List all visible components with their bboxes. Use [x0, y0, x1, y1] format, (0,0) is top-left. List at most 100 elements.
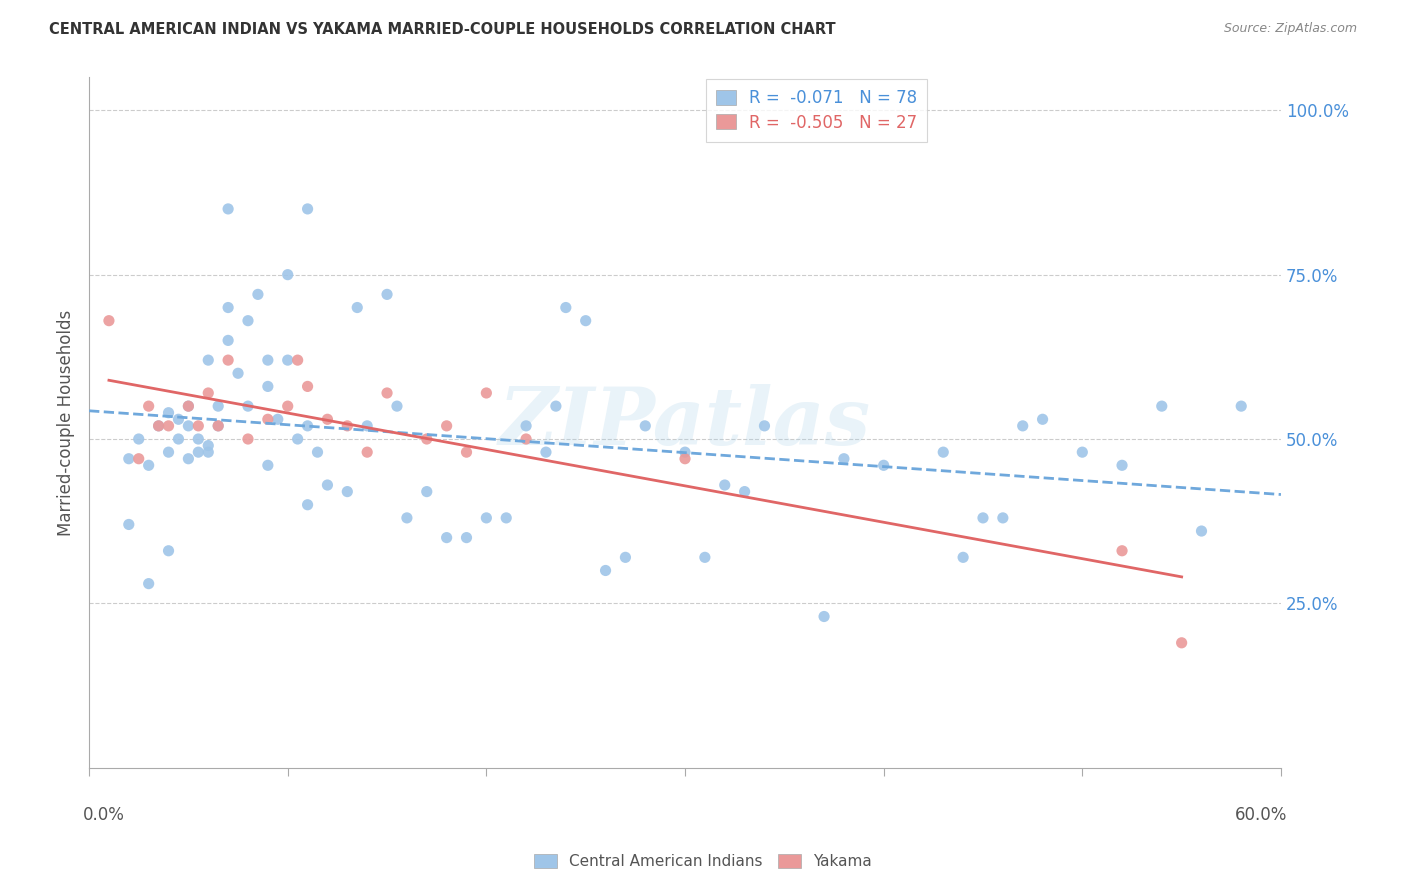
Text: 0.0%: 0.0%: [83, 805, 125, 823]
Point: [475, 386, 498, 401]
Point: [157, 445, 180, 459]
Point: [187, 418, 209, 433]
Point: [1170, 636, 1192, 650]
Point: [375, 287, 398, 301]
Y-axis label: Married-couple Households: Married-couple Households: [58, 310, 75, 536]
Point: [316, 412, 339, 426]
Point: [246, 287, 269, 301]
Point: [167, 432, 190, 446]
Point: [297, 379, 319, 393]
Point: [97, 314, 120, 328]
Point: [456, 531, 478, 545]
Point: [257, 412, 280, 426]
Point: [287, 432, 309, 446]
Point: [336, 418, 359, 433]
Text: ZIPatlas: ZIPatlas: [499, 384, 872, 461]
Point: [177, 451, 200, 466]
Point: [157, 543, 180, 558]
Point: [138, 399, 160, 413]
Point: [177, 399, 200, 413]
Point: [356, 418, 378, 433]
Point: [693, 550, 716, 565]
Point: [475, 511, 498, 525]
Point: [456, 445, 478, 459]
Point: [346, 301, 368, 315]
Point: [832, 451, 855, 466]
Point: [673, 451, 696, 466]
Point: [991, 511, 1014, 525]
Point: [187, 432, 209, 446]
Point: [226, 366, 249, 380]
Point: [713, 478, 735, 492]
Point: [207, 418, 229, 433]
Point: [436, 418, 458, 433]
Point: [257, 379, 280, 393]
Point: [1150, 399, 1173, 413]
Point: [952, 550, 974, 565]
Point: [277, 399, 299, 413]
Point: [257, 353, 280, 368]
Point: [257, 458, 280, 473]
Point: [544, 399, 567, 413]
Point: [1071, 445, 1094, 459]
Point: [375, 386, 398, 401]
Point: [277, 268, 299, 282]
Point: [515, 418, 537, 433]
Point: [217, 353, 239, 368]
Point: [734, 484, 756, 499]
Point: [187, 445, 209, 459]
Point: [267, 412, 290, 426]
Point: [277, 353, 299, 368]
Point: [236, 432, 259, 446]
Point: [177, 418, 200, 433]
Point: [167, 412, 190, 426]
Point: [197, 353, 219, 368]
Point: [297, 418, 319, 433]
Point: [1011, 418, 1033, 433]
Point: [515, 432, 537, 446]
Point: [932, 445, 955, 459]
Point: [416, 432, 439, 446]
Point: [157, 418, 180, 433]
Point: [297, 202, 319, 216]
Point: [385, 399, 408, 413]
Point: [197, 386, 219, 401]
Point: [128, 432, 150, 446]
Point: [872, 458, 894, 473]
Point: [297, 498, 319, 512]
Point: [118, 451, 141, 466]
Text: Source: ZipAtlas.com: Source: ZipAtlas.com: [1223, 22, 1357, 36]
Point: [217, 301, 239, 315]
Point: [495, 511, 517, 525]
Point: [1191, 524, 1213, 538]
Point: [207, 399, 229, 413]
Point: [1032, 412, 1054, 426]
Point: [307, 445, 329, 459]
Point: [673, 445, 696, 459]
Point: [634, 418, 657, 433]
Point: [1111, 543, 1133, 558]
Point: [1230, 399, 1253, 413]
Text: CENTRAL AMERICAN INDIAN VS YAKAMA MARRIED-COUPLE HOUSEHOLDS CORRELATION CHART: CENTRAL AMERICAN INDIAN VS YAKAMA MARRIE…: [49, 22, 835, 37]
Point: [217, 202, 239, 216]
Point: [1111, 458, 1133, 473]
Point: [128, 451, 150, 466]
Point: [177, 399, 200, 413]
Point: [356, 445, 378, 459]
Point: [813, 609, 835, 624]
Point: [207, 418, 229, 433]
Legend: R =  -0.071   N = 78, R =  -0.505   N = 27: R = -0.071 N = 78, R = -0.505 N = 27: [706, 78, 927, 142]
Point: [754, 418, 776, 433]
Point: [395, 511, 418, 525]
Legend: Central American Indians, Yakama: Central American Indians, Yakama: [529, 848, 877, 875]
Point: [575, 314, 598, 328]
Point: [197, 439, 219, 453]
Point: [217, 334, 239, 348]
Point: [197, 445, 219, 459]
Point: [972, 511, 994, 525]
Point: [614, 550, 637, 565]
Point: [157, 406, 180, 420]
Point: [138, 576, 160, 591]
Point: [554, 301, 576, 315]
Point: [436, 531, 458, 545]
